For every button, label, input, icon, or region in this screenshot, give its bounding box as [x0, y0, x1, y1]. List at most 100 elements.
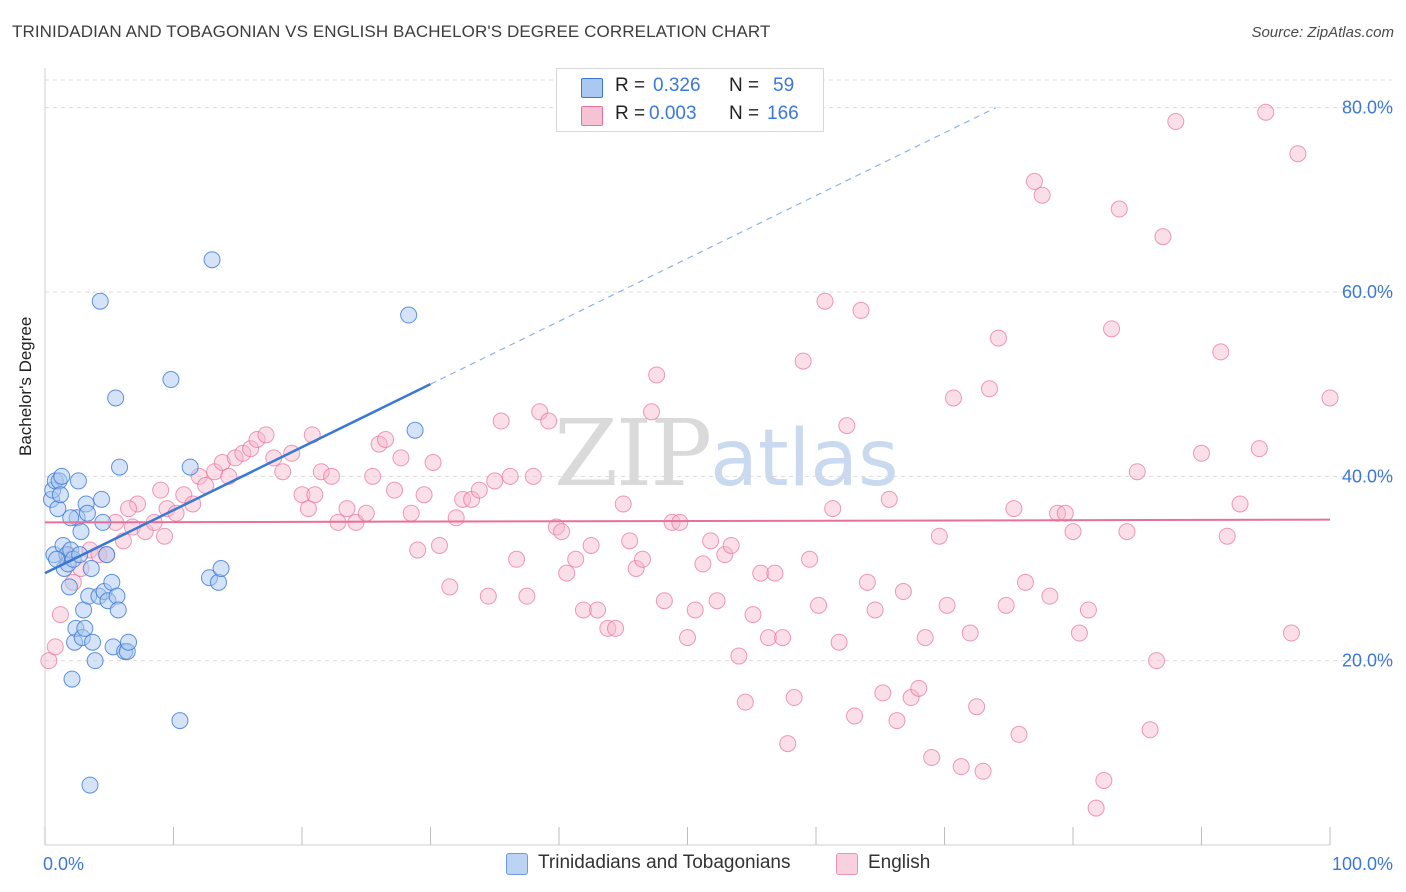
y-tick-label: 20.0%	[1342, 651, 1393, 671]
english-point	[708, 592, 726, 610]
english-point	[1041, 587, 1059, 605]
english-point	[156, 527, 174, 545]
english-point	[830, 633, 848, 651]
trinidadian-point	[69, 472, 87, 490]
english-point	[1095, 771, 1113, 789]
english-point	[880, 490, 898, 508]
legend-swatch-pink	[581, 106, 603, 126]
english-point	[558, 564, 576, 582]
english-point	[508, 550, 526, 568]
trinidadian-point	[84, 633, 102, 651]
english-point	[716, 546, 734, 564]
english-point	[1056, 504, 1074, 522]
english-point	[952, 758, 970, 776]
english-point	[980, 380, 998, 398]
trinidadian-point	[91, 292, 109, 310]
english-point	[801, 550, 819, 568]
trinidadian-point	[78, 504, 96, 522]
english-point	[1218, 527, 1236, 545]
english-point	[794, 352, 812, 370]
english-point	[547, 518, 565, 536]
english-point	[567, 550, 585, 568]
english-point	[655, 592, 673, 610]
trinidadian-point	[212, 559, 230, 577]
watermark-atlas: atlas	[710, 414, 899, 504]
english-point	[524, 467, 542, 485]
english-point	[852, 301, 870, 319]
english-point	[430, 536, 448, 554]
bottom-legend-swatch-blue	[506, 853, 528, 875]
trinidadian-point	[81, 776, 99, 794]
x-tick-label: 0.0%	[43, 854, 84, 874]
trinidadian-point	[181, 458, 199, 476]
legend-n-value: 59	[773, 75, 795, 96]
english-point	[968, 698, 986, 716]
english-point	[679, 629, 696, 647]
english-point	[916, 629, 934, 647]
y-tick-label: 40.0%	[1342, 466, 1393, 486]
y-tick-label: 80.0%	[1342, 98, 1393, 118]
english-point	[1212, 343, 1230, 361]
english-point	[810, 596, 828, 614]
english-point	[574, 601, 592, 619]
english-point	[824, 500, 842, 518]
english-point	[1025, 172, 1043, 190]
english-point	[392, 449, 410, 467]
english-point	[1087, 799, 1105, 817]
english-point	[129, 495, 147, 513]
bottom-legend-label: English	[868, 852, 931, 873]
bottom-legend-label: Trinidadians and Tobagonians	[538, 852, 791, 873]
english-point	[923, 748, 941, 766]
english-point	[866, 601, 884, 619]
english-point	[40, 652, 58, 670]
english-point	[1321, 389, 1339, 407]
trinidadian-trend-line	[44, 383, 432, 575]
english-point	[1141, 721, 1159, 739]
english-point	[1289, 145, 1307, 163]
trinidadian-point	[400, 306, 418, 324]
english-point	[501, 467, 519, 485]
english-point	[518, 587, 536, 605]
trinidadian-point	[62, 509, 80, 527]
english-point	[607, 619, 625, 637]
english-point	[961, 624, 979, 642]
english-point	[1079, 601, 1097, 619]
stats-legend: R = 0.326 N = 59 R = 0.003 N = 166	[556, 68, 824, 132]
english-point	[248, 430, 266, 448]
trinidadian-point	[171, 712, 189, 730]
y-axis-label: Bachelor's Degree	[16, 316, 35, 456]
english-point	[838, 417, 856, 435]
trinidadian-point	[82, 559, 100, 577]
english-point	[479, 587, 497, 605]
english-point	[730, 647, 748, 665]
english-point	[614, 495, 632, 513]
english-point	[486, 472, 504, 490]
english-point	[1282, 624, 1300, 642]
english-point	[874, 684, 892, 702]
english-point	[816, 292, 834, 310]
trinidadian-point	[111, 458, 129, 476]
legend-n-label: N =	[729, 103, 760, 124]
chart-title: TRINIDADIAN AND TOBAGONIAN VS ENGLISH BA…	[12, 22, 771, 41]
english-point	[553, 523, 571, 541]
english-point	[1070, 624, 1088, 642]
english-point	[582, 536, 600, 554]
trinidadian-point	[98, 546, 116, 564]
y-tick-label: 60.0%	[1342, 282, 1393, 302]
english-point	[424, 454, 442, 471]
trinidadian-point	[93, 490, 111, 508]
english-point	[1033, 186, 1051, 204]
english-point	[974, 762, 992, 780]
english-point	[1154, 228, 1172, 246]
trinidadian-point	[63, 670, 81, 688]
english-point	[1231, 495, 1249, 513]
english-point	[306, 486, 324, 504]
english-point	[694, 555, 712, 573]
english-point	[1128, 463, 1146, 481]
english-point	[531, 403, 549, 421]
trinidadian-point	[120, 633, 138, 651]
english-point	[377, 430, 395, 448]
english-point	[454, 490, 472, 508]
english-point	[997, 596, 1015, 614]
english-point	[589, 601, 607, 619]
